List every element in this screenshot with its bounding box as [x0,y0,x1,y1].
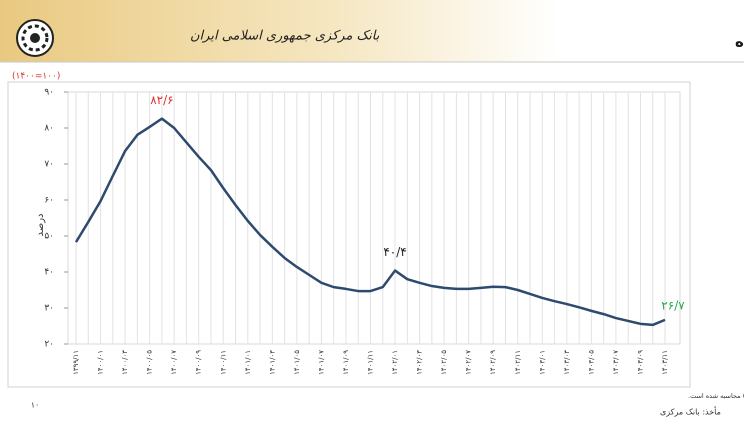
value-label: ۸۲/۶ [150,93,173,107]
x-tick-label: ۱۴۰۲/۰۳ [416,350,424,375]
x-tick-label: ۱۴۰۰/۰۷ [170,350,178,375]
x-tick-label: ۱۴۰۲/۰۵ [440,350,448,375]
x-tick-label: ۱۴۰۲/۱۱ [514,350,522,375]
source: مأخذ: بانک مرکزی [660,406,721,417]
y-tick-label: ۸۰ [44,124,54,134]
x-tick-label: ۱۴۰۲/۰۹ [489,350,497,375]
y-tick-label: ۳۰ [44,304,54,314]
x-tick-label: ۱۴۰۳/۰۳ [563,350,571,375]
y-tick-label: ۵۰ [44,232,54,242]
value-label: ۲۶/۷ [661,298,685,312]
y-tick-label: ۴۰ [44,268,54,278]
x-tick-label: ۱۴۰۳/۰۹ [636,350,644,375]
x-tick-label: ۱۴۰۱/۰۱ [244,350,252,375]
chart-title: تحولات دوازده ماهه شاخص بهای تولیدکننده [735,33,744,51]
footnote: * تحولات تورمی (دوازده ماهه) تا پایان سا… [688,392,744,400]
page-number: ۱۰ [31,401,40,410]
x-tick-label: ۱۴۰۰/۰۳ [121,350,129,375]
header-band [0,0,744,62]
logo [16,19,54,57]
value-label: ۴۰/۴ [383,245,406,259]
x-tick-label: ۱۴۰۲/۰۷ [465,350,473,375]
y-tick-label: ۶۰ [44,196,54,206]
x-tick-label: ۱۴۰۱/۰۹ [342,350,350,375]
x-tick-label: ۱۴۰۱/۰۳ [268,350,276,375]
chart-frame [7,81,691,388]
x-tick-label: ۱۴۰۳/۱۱ [661,350,669,375]
x-tick-label: ۱۴۰۰/۰۹ [195,350,203,375]
x-tick-label: ۱۴۰۱/۱۱ [367,350,375,375]
base-year-note: (۱۴۰۰=۱۰۰) [12,72,60,82]
x-tick-label: ۱۳۹۹/۱۱ [72,350,80,375]
x-tick-label: ۱۴۰۰/۰۱ [97,350,105,375]
x-tick-label: ۱۴۰۰/۰۵ [146,350,154,375]
y-tick-label: ۹۰ [44,88,54,98]
plot-area [67,91,681,345]
x-tick-label: ۱۴۰۳/۰۱ [538,350,546,375]
x-tick-label: ۱۴۰۱/۰۷ [317,350,325,375]
y-tick-label: ۷۰ [44,160,54,170]
x-tick-label: ۱۴۰۱/۰۵ [293,350,301,375]
x-tick-label: ۱۴۰۲/۰۱ [391,350,399,375]
y-tick-label: ۲۰ [44,340,54,350]
y-axis-label: درصد [35,213,46,236]
x-tick-label: ۱۴۰۳/۰۷ [612,350,620,375]
x-tick-label: ۱۴۰۳/۰۵ [587,350,595,375]
x-tick-label: ۱۴۰۰/۱۱ [219,350,227,375]
bank-name: بانک مرکزی جمهوری اسلامی ایران [190,29,380,44]
line [74,117,666,327]
